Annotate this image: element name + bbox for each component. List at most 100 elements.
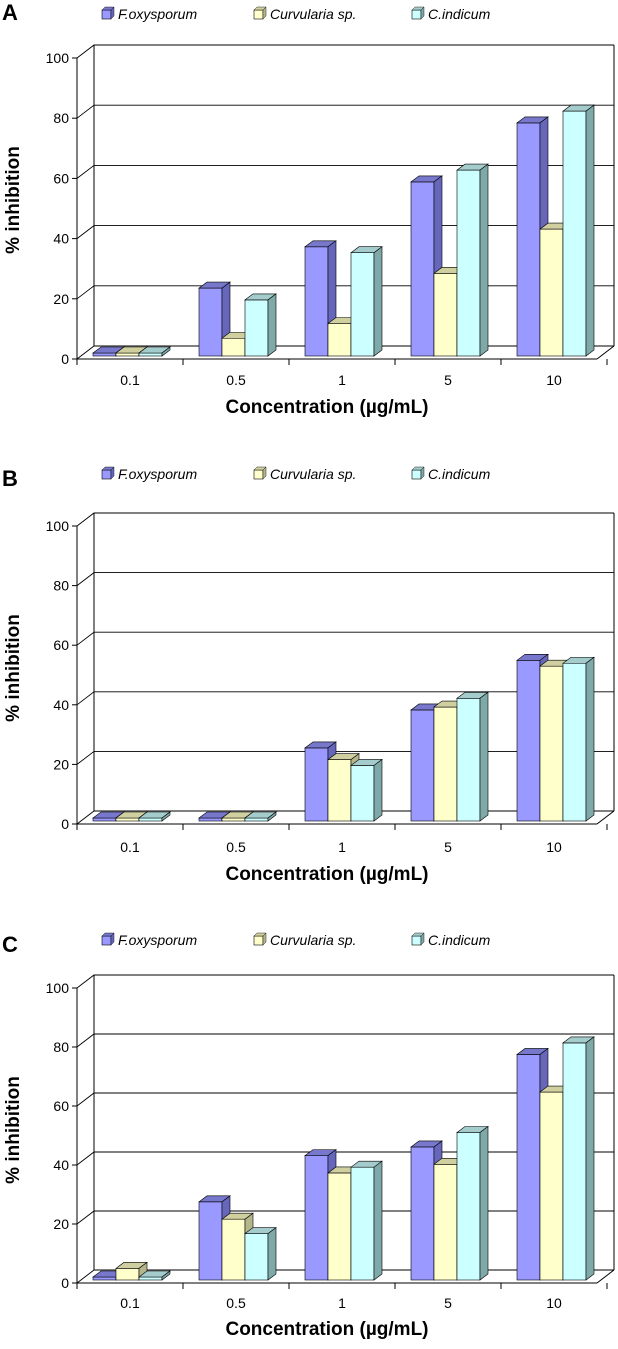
x-tick-label: 5 [444,372,452,388]
legend-swatch [101,935,112,946]
bar-side [479,691,489,822]
y-tick-label: 0 [61,1275,69,1291]
bar [138,811,171,822]
legend-label: Curvularia sp. [270,466,356,482]
legend-label: C.indicum [428,932,491,948]
y-axis-title: % inhibition [3,614,24,722]
y-tick-label: 20 [53,1216,69,1232]
bar-front [244,817,269,822]
bar-front [138,352,163,357]
bar-front [562,662,587,822]
gridline [76,44,614,59]
legend-swatch [411,935,422,946]
bar-front [304,1155,329,1281]
legend-swatch [253,935,264,946]
bar-front [539,1091,564,1281]
bar [456,163,489,357]
x-tick-label: 1 [338,372,346,388]
chart-panel-b: B F.oxysporum Curvularia sp. C.indicum 0 20 40… [2,466,615,885]
bar-front [410,1146,435,1281]
x-tick-label: 0.1 [120,839,140,855]
bar-front [92,817,117,822]
x-tick-label: 0.5 [226,839,246,855]
bar [350,246,383,357]
legend-label: C.indicum [428,466,491,482]
bar-front [539,665,564,822]
legend-swatch-side [262,932,267,946]
y-tick-label: 40 [53,697,69,713]
bar [244,293,277,357]
bar-front [115,352,140,357]
bar-front [410,181,435,357]
bar-front [115,1268,140,1281]
legend-label: Curvularia sp. [270,6,356,22]
gridline [76,104,614,119]
y-axis-title: % inhibition [3,1076,24,1184]
bar-side [585,104,595,357]
y-tick-label: 20 [53,756,69,772]
y-tick-label: 0 [61,816,69,832]
bar-front [433,1163,458,1281]
legend-swatch [101,9,112,20]
x-tick-label: 5 [444,839,452,855]
bar-front [516,122,541,357]
y-tick-label: 100 [46,980,70,996]
legend-label: F.oxysporum [118,932,197,948]
x-tick-label: 0.1 [120,1295,140,1311]
gridline [76,974,614,989]
bar [115,346,148,357]
gridline [76,572,614,586]
bar-front [410,709,435,822]
gridline [76,164,614,179]
bar-side [161,1270,171,1281]
bar-side [585,656,595,822]
legend-swatch-side [110,466,115,480]
legend-swatch-side [110,932,115,946]
legend-swatch-side [420,6,425,20]
bar-front [539,228,564,357]
bar-side [161,811,171,822]
y-tick-label: 0 [61,351,69,367]
x-axis-title: Concentration (µg/mL) [225,1319,428,1340]
chart-panel-c: C F.oxysporum Curvularia sp. C.indicum 0 20 40… [2,932,615,1340]
x-tick-label: 0.5 [226,1295,246,1311]
bar [244,1227,277,1281]
bar-front [456,169,481,357]
legend-swatch [101,469,112,480]
bar-front [327,323,352,357]
x-tick-label: 1 [338,1295,346,1311]
bar-front [198,1201,223,1281]
legend-swatch [253,9,264,20]
bar [138,1270,171,1281]
bar-front [138,817,163,822]
y-tick-label: 60 [53,637,69,653]
bar-side [373,758,383,822]
bar-side [373,246,383,357]
bar [138,346,171,357]
panel-label: A [2,0,18,25]
bar-side [479,163,489,357]
x-tick-label: 10 [546,372,562,388]
y-tick-label: 60 [53,170,69,186]
bar-side [267,293,277,357]
legend-swatch-side [420,466,425,480]
bar-side [267,1227,277,1281]
y-tick-label: 40 [53,1157,69,1173]
legend-swatch-side [262,6,267,20]
bar-front [456,1132,481,1281]
x-tick-label: 10 [546,839,562,855]
bar-side [267,811,277,822]
y-axis-title: % inhibition [3,146,24,254]
y-tick-label: 80 [53,1039,69,1055]
bar-front [244,299,269,357]
y-tick-label: 100 [46,50,70,66]
gridline [76,691,614,706]
bar-front [304,246,329,357]
floor-right-edge [596,345,615,360]
bar [456,691,489,822]
gridline [76,512,614,527]
bar-side [373,1160,383,1281]
bar-front [562,1042,587,1281]
x-tick-label: 0.1 [120,372,140,388]
